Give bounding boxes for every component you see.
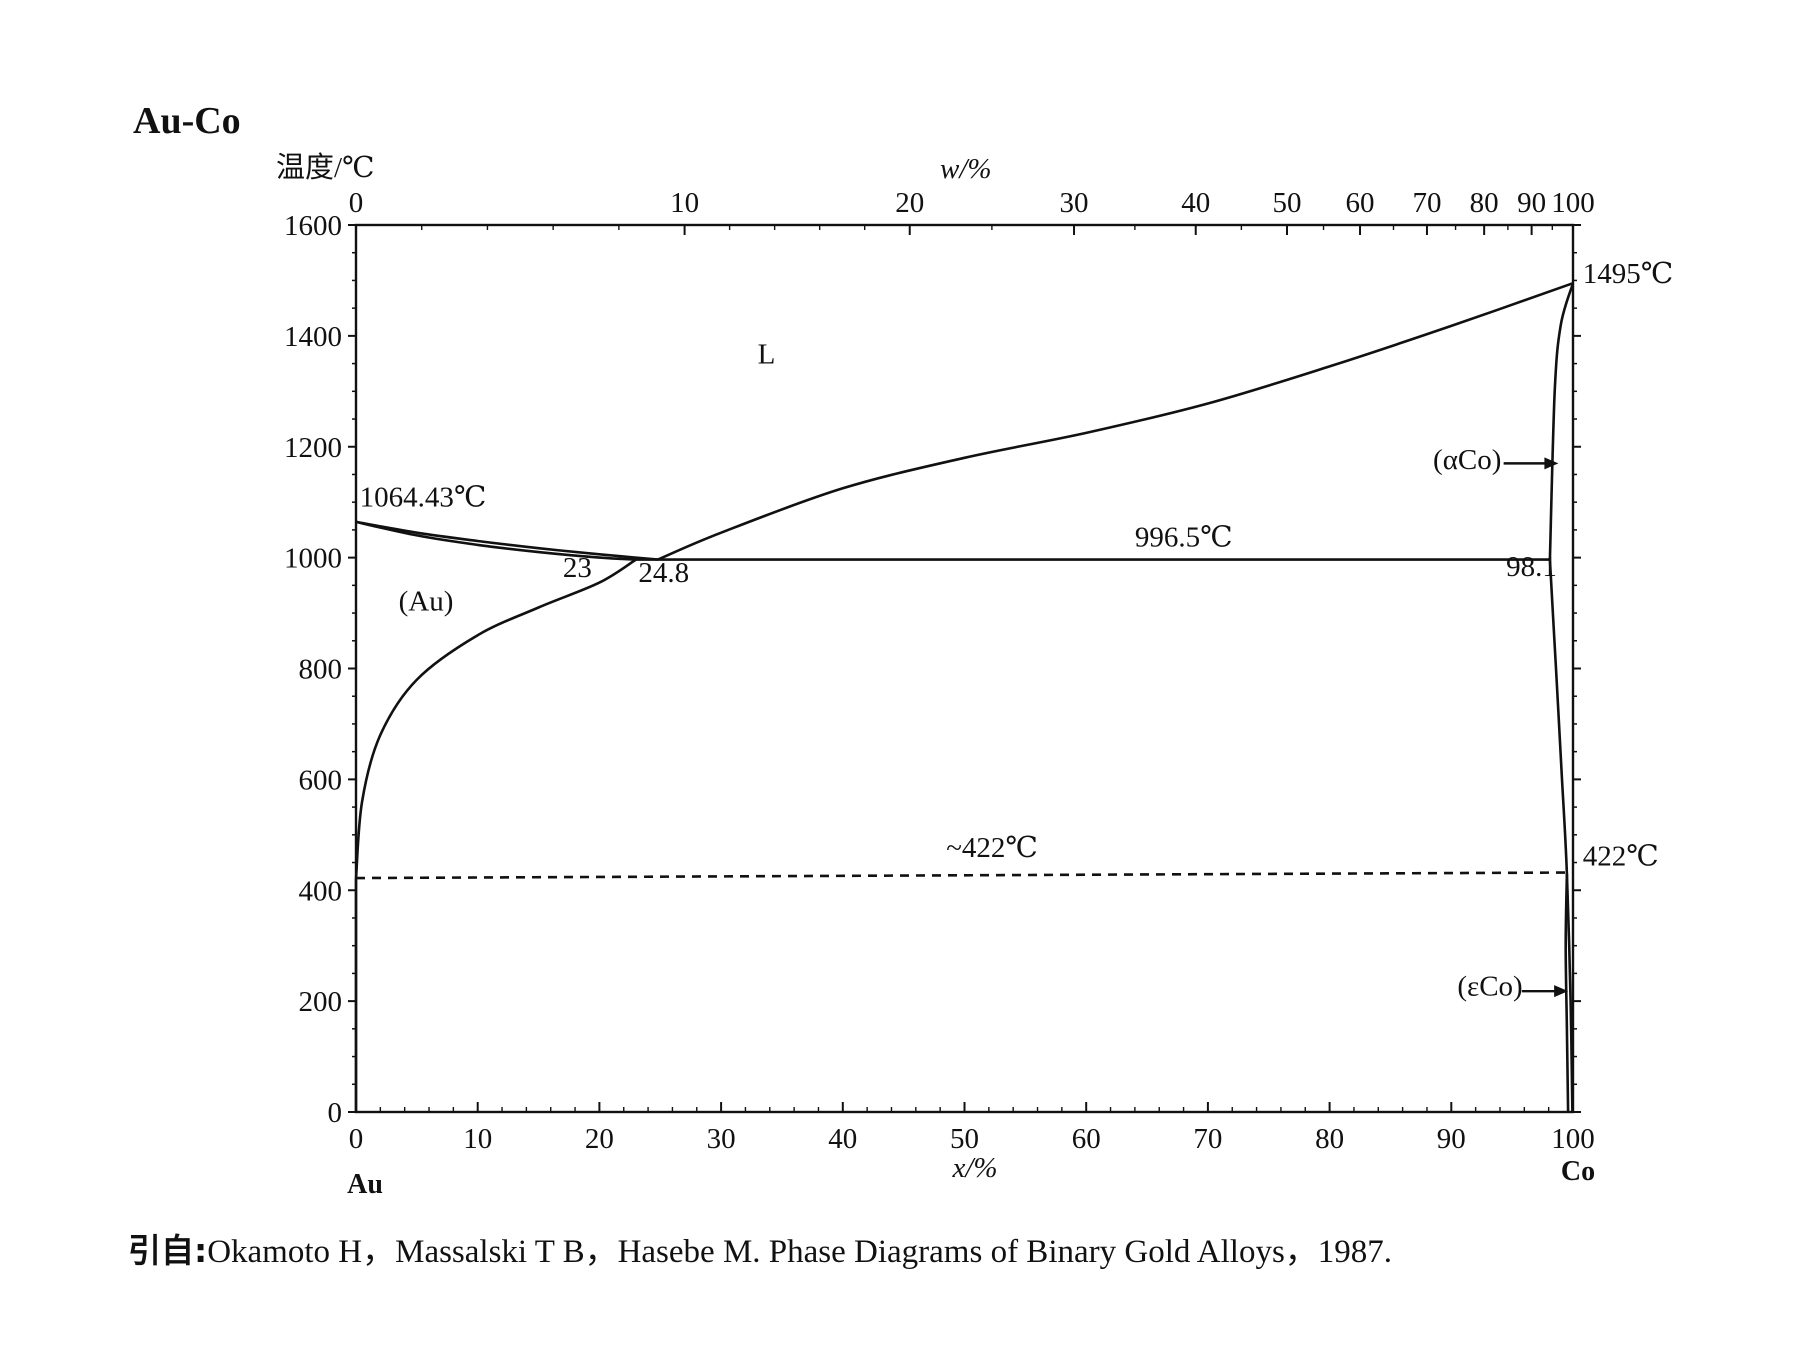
caption-prefix: 引自: bbox=[128, 1231, 207, 1270]
x-tick-label: 40 bbox=[828, 1123, 857, 1155]
x-top-tick-label: 70 bbox=[1412, 187, 1441, 219]
x-top-tick-label: 0 bbox=[349, 187, 364, 219]
x-top-tick-label: 40 bbox=[1181, 187, 1210, 219]
x-tick-label: 30 bbox=[707, 1123, 736, 1155]
x-top-tick-label: 90 bbox=[1517, 187, 1546, 219]
x-top-tick-label: 10 bbox=[670, 187, 699, 219]
annotation: (εCo) bbox=[1457, 971, 1522, 1003]
annotation: L bbox=[758, 339, 776, 371]
annotation-arrowhead bbox=[1554, 985, 1569, 998]
x-tick-label: 10 bbox=[463, 1123, 492, 1155]
x-top-tick-label: 80 bbox=[1470, 187, 1499, 219]
y-tick-label: 400 bbox=[299, 875, 343, 907]
annotation: (αCo) bbox=[1433, 444, 1501, 476]
x-tick-label: 60 bbox=[1072, 1123, 1101, 1155]
y-tick-label: 200 bbox=[299, 986, 343, 1018]
x-top-tick-label: 60 bbox=[1346, 187, 1375, 219]
plot-border bbox=[354, 223, 1575, 1114]
phase-line-solvus-Au bbox=[354, 558, 637, 880]
y-tick-label: 800 bbox=[299, 654, 343, 686]
caption-text: Okamoto H，Massalski T B，Hasebe M. Phase … bbox=[207, 1234, 1392, 1270]
x-tick-label: 50 bbox=[950, 1123, 979, 1155]
annotation: ~422℃ bbox=[946, 832, 1038, 864]
annotation: 23 bbox=[563, 552, 592, 584]
x-tick-label: 80 bbox=[1315, 1123, 1344, 1155]
annotation: 1064.43℃ bbox=[360, 482, 487, 514]
x-tick-label: 100 bbox=[1551, 1123, 1595, 1155]
element-label-co: Co bbox=[1561, 1156, 1595, 1187]
y-tick-label: 0 bbox=[328, 1097, 343, 1129]
x-top-tick-label: 100 bbox=[1551, 187, 1595, 219]
y-axis-ticks: 0 200 400 600 800 1000 1200 1400 1600 bbox=[284, 210, 1581, 1129]
annotation: 24.8 bbox=[638, 557, 689, 589]
x-tick-label: 90 bbox=[1437, 1123, 1466, 1155]
phase-annotations: 1064.43℃ L (Au) 23 24.8 996.5℃ 98.1 1495℃ (αCo) ~… bbox=[360, 258, 1674, 1002]
caption: 引自:Okamoto H，Massalski T B，Hasebe M. Pha… bbox=[128, 1231, 1392, 1270]
y-tick-label: 600 bbox=[299, 764, 343, 796]
x-top-tick-label: 50 bbox=[1273, 187, 1302, 219]
phase-line-liquidus-Au bbox=[355, 520, 658, 561]
y-tick-label: 1000 bbox=[284, 543, 342, 575]
annotation: 98.1 bbox=[1506, 551, 1557, 583]
element-label-au: Au bbox=[347, 1169, 383, 1200]
phase-boundaries bbox=[354, 281, 1575, 1113]
annotation-arrowhead bbox=[1544, 457, 1559, 470]
x-axis-label-bottom: x/% bbox=[951, 1152, 997, 1184]
x-top-tick-label: 20 bbox=[895, 187, 924, 219]
annotation: 422℃ bbox=[1583, 840, 1659, 872]
plot-frame bbox=[354, 223, 1575, 1114]
x-axis-ticks-top: 0 10 20 30 40 50 60 70 80 90 100 bbox=[349, 187, 1595, 235]
phase-line-alpha-solvus-Co bbox=[1548, 559, 1574, 1113]
y-tick-label: 1200 bbox=[284, 432, 342, 464]
x-top-tick-label: 30 bbox=[1060, 187, 1089, 219]
x-tick-label: 20 bbox=[585, 1123, 614, 1155]
x-tick-label: 0 bbox=[349, 1123, 364, 1155]
phase-line-solidus-Co bbox=[1548, 282, 1575, 560]
y-tick-label: 1400 bbox=[284, 321, 342, 353]
phase-line-transformation bbox=[355, 871, 1574, 880]
phase-line-solidus-Au bbox=[355, 520, 636, 561]
y-tick-label: 1600 bbox=[284, 210, 342, 242]
x-axis-ticks-bottom: 0 10 20 30 40 50 60 70 80 90 100 bbox=[349, 1102, 1595, 1155]
x-tick-label: 70 bbox=[1193, 1123, 1222, 1155]
y-axis-label: 温度/℃ bbox=[276, 151, 375, 184]
x-axis-label-top: w/% bbox=[940, 153, 992, 185]
annotation: 1495℃ bbox=[1583, 258, 1673, 290]
annotation: 996.5℃ bbox=[1135, 522, 1233, 554]
annotation: (Au) bbox=[399, 585, 454, 617]
phase-line-liquidus-Co bbox=[657, 281, 1574, 561]
chart-title: Au-Co bbox=[133, 100, 241, 142]
